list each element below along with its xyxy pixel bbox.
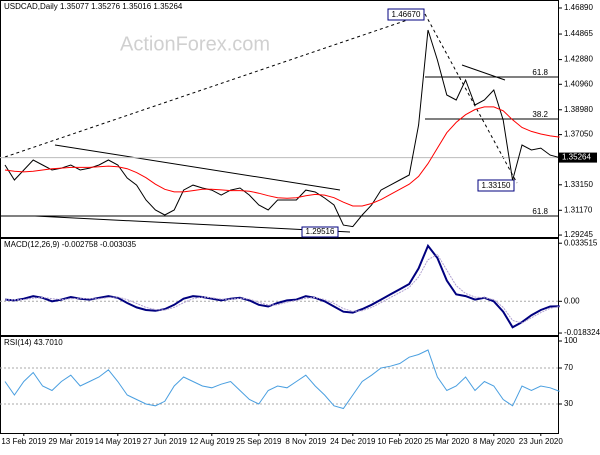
y-tick-label: 0.00	[564, 296, 580, 305]
x-tick-label: 10 Feb 2020	[377, 437, 422, 446]
fib-label: 61.8	[532, 207, 548, 216]
series-line	[4, 243, 560, 329]
header: USDCAD,Daily 1.35077 1.35276 1.35016 1.3…	[4, 2, 183, 11]
macd-panel	[0, 238, 559, 336]
y-tick-label: 100	[564, 336, 578, 345]
x-tick-label: 14 May 2019	[95, 437, 142, 446]
x-tick-label: 25 Mar 2020	[424, 437, 469, 446]
y-tick-label: 30	[564, 399, 573, 408]
annotation: 1.33150	[482, 181, 511, 190]
y-tick-label: -0.018324	[564, 328, 600, 337]
rsi-panel	[0, 336, 559, 434]
watermark: ActionForex.com	[120, 33, 270, 55]
panel-title: MACD(12,26,9) -0.002758 -0.003035	[4, 240, 137, 249]
x-tick-label: 13 Feb 2019	[1, 437, 46, 446]
y-tick-label: 1.38980	[564, 105, 593, 114]
y-tick-label: 1.33150	[564, 180, 593, 189]
x-tick-label: 12 Aug 2019	[189, 437, 234, 446]
y-tick-label: 1.29245	[564, 230, 593, 239]
fib-label: 38.2	[532, 110, 548, 119]
series-line	[4, 349, 560, 410]
trend-line	[34, 215, 351, 233]
trend-line	[4, 13, 426, 158]
price-panel	[0, 0, 559, 238]
x-tick-label: 8 May 2020	[473, 437, 515, 446]
y-tick-label: 0.033515	[564, 238, 598, 247]
fib-label: 61.8	[532, 68, 548, 77]
trend-line	[424, 13, 518, 184]
x-tick-label: 25 Sep 2019	[236, 437, 282, 446]
y-tick-label: 70	[564, 363, 573, 372]
panel-title: RSI(14) 43.7010	[4, 338, 63, 347]
y-tick-label: 1.40960	[564, 79, 593, 88]
trend-line	[54, 144, 341, 191]
annotation: 1.29516	[306, 227, 335, 236]
x-tick-label: 27 Jun 2019	[143, 437, 188, 446]
y-tick-label: 1.42880	[564, 55, 593, 64]
annotation-box	[477, 179, 515, 192]
y-tick-label: 1.44865	[564, 29, 593, 38]
annotation: 1.46670	[392, 10, 421, 19]
y-tick-label: 1.31170	[564, 205, 593, 214]
series-line	[4, 29, 560, 228]
y-tick-label: 1.37050	[564, 130, 593, 139]
x-tick-label: 23 Jun 2020	[519, 437, 564, 446]
current-price-box	[559, 152, 597, 163]
series-line	[5, 253, 560, 324]
x-tick-label: 8 Nov 2019	[285, 437, 326, 446]
current-price-label: 1.35264	[562, 153, 591, 162]
annotation-box	[387, 8, 425, 21]
annotation-box	[301, 226, 339, 238]
series-line	[4, 106, 560, 207]
x-tick-label: 24 Dec 2019	[330, 437, 376, 446]
x-tick-label: 29 Mar 2019	[48, 437, 93, 446]
y-tick-label: 1.46890	[564, 3, 593, 12]
